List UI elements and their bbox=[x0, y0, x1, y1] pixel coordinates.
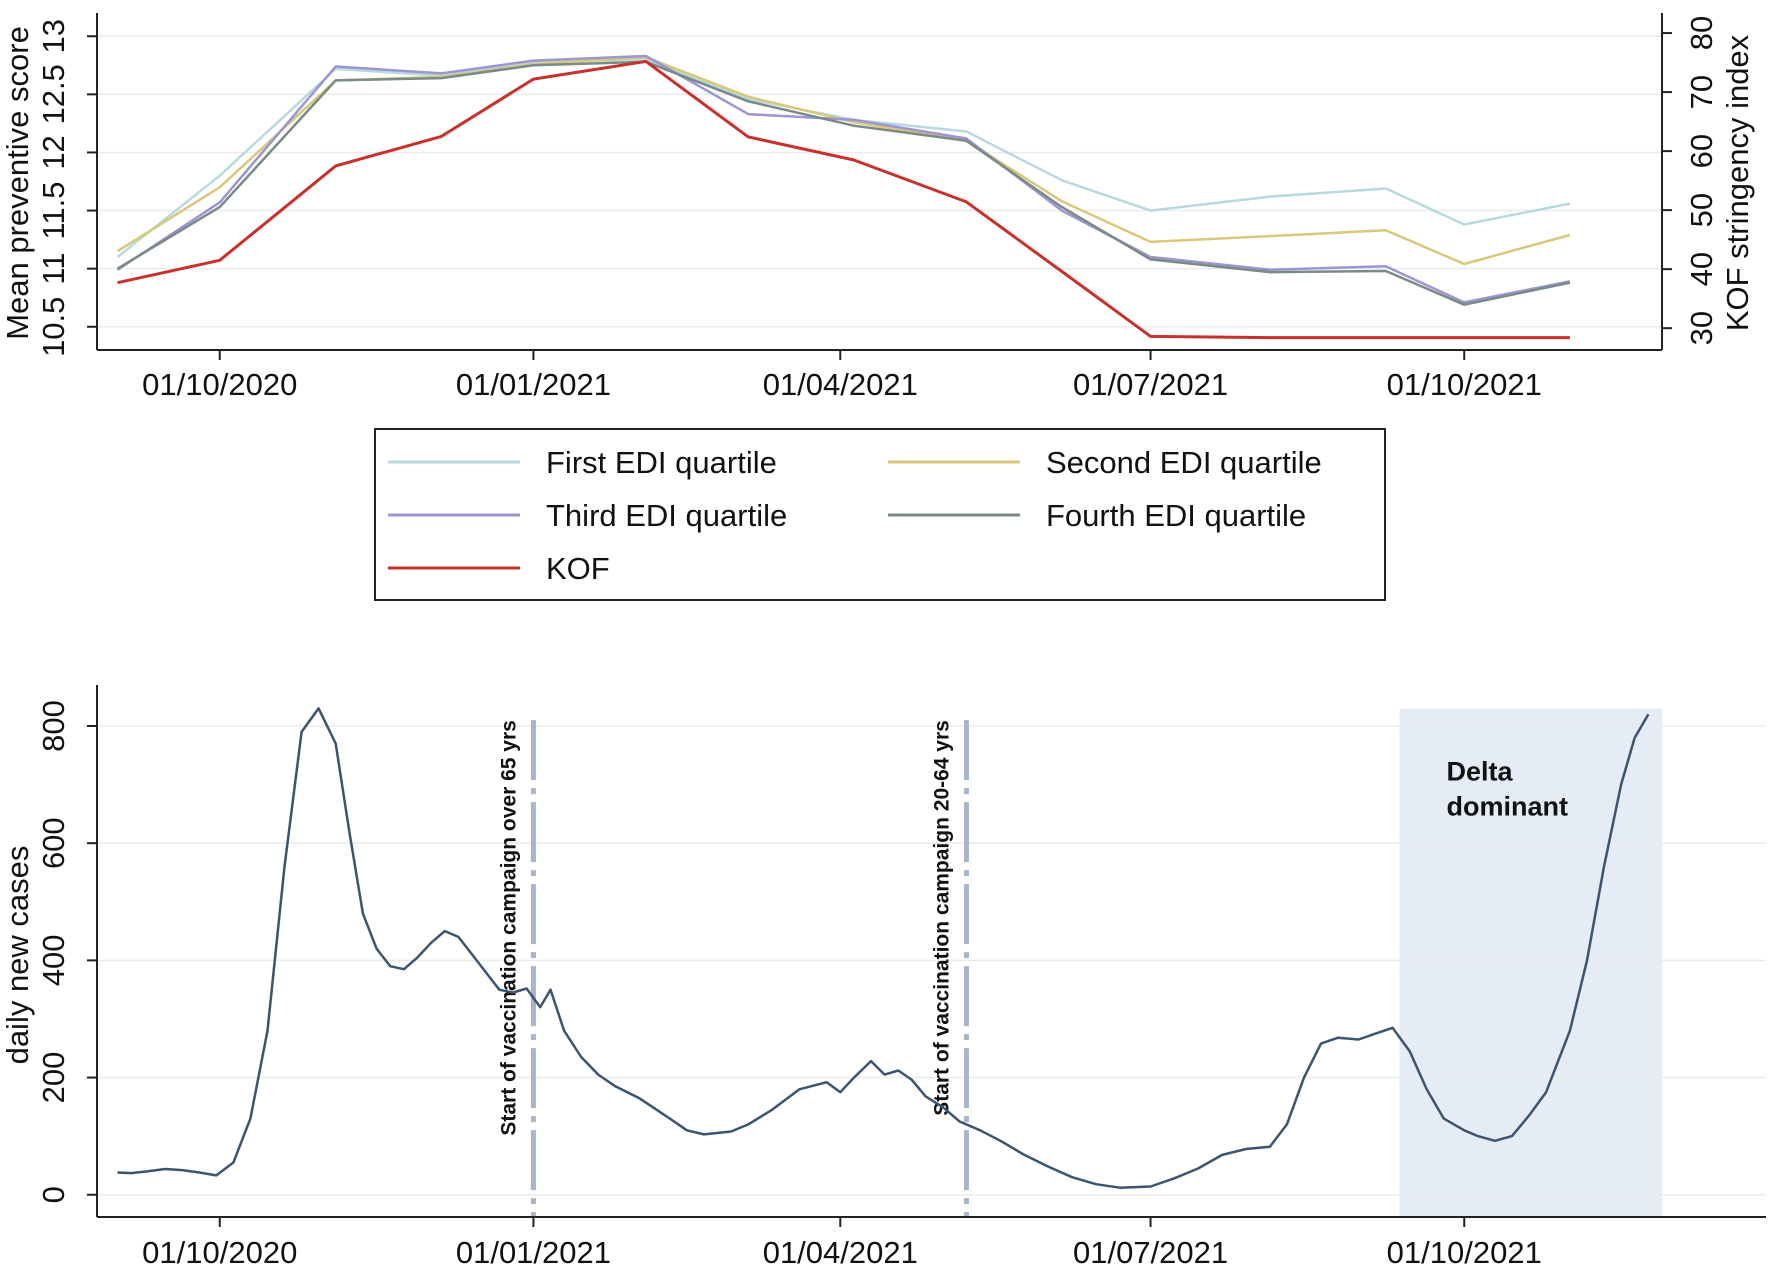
top-right-y-axis-title: KOF stringency index bbox=[1720, 34, 1755, 331]
bottom-x-tick-label: 01/01/2021 bbox=[456, 1235, 611, 1270]
top-axes bbox=[87, 13, 1672, 360]
top-right-y-tick-label: 80 bbox=[1684, 16, 1719, 50]
top-x-tick-label: 01/10/2020 bbox=[142, 367, 297, 402]
top-right-y-tick-label: 60 bbox=[1684, 134, 1719, 168]
bottom-x-tick-label: 01/10/2020 bbox=[142, 1235, 297, 1270]
top-y-axis-title: Mean preventive score bbox=[0, 26, 35, 340]
vaccination-label: Start of vaccination campaign over 65 yr… bbox=[497, 720, 520, 1136]
bottom-series-line bbox=[117, 707, 1650, 1189]
top-right-y-tick-label: 70 bbox=[1684, 75, 1719, 109]
legend-items: First EDI quartile Second EDI quartile Thi… bbox=[388, 445, 1322, 586]
vaccination-label: Start of vaccination campaign 20-64 yrs bbox=[930, 720, 953, 1116]
top-x-tick-label: 01/10/2021 bbox=[1387, 367, 1542, 402]
delta-dominant-region: Delta dominant bbox=[1399, 708, 1662, 1217]
top-x-tick-label: 01/04/2021 bbox=[763, 367, 918, 402]
bottom-gridlines bbox=[97, 725, 1766, 1196]
top-right-y-tick-label: 50 bbox=[1684, 193, 1719, 227]
top-y-tick-label: 12.5 bbox=[36, 64, 71, 124]
bottom-chart: Delta dominant Start of vaccination campa… bbox=[0, 685, 1766, 1270]
series-line-fourth-edi-quartile bbox=[116, 60, 1571, 306]
top-x-tick-label: 01/07/2021 bbox=[1073, 367, 1228, 402]
legend-label-kof: KOF bbox=[546, 551, 610, 586]
legend-label-first-edi-quartile: First EDI quartile bbox=[546, 445, 777, 480]
bottom-y-tick-label: 800 bbox=[36, 700, 71, 752]
legend-frame bbox=[374, 428, 1386, 601]
bottom-x-tick-label: 01/04/2021 bbox=[763, 1235, 918, 1270]
top-y-tick-label: 10.5 bbox=[36, 297, 71, 357]
series-line-kof bbox=[117, 59, 1570, 340]
legend-label-third-edi-quartile: Third EDI quartile bbox=[546, 498, 787, 533]
delta-dominant-label: dominant bbox=[1446, 791, 1568, 821]
bottom-y-tick-label: 400 bbox=[36, 935, 71, 987]
vaccination-markers: Start of vaccination campaign over 65 yr… bbox=[497, 720, 969, 1217]
delta-dominant-label: Delta bbox=[1446, 756, 1513, 786]
legend-label-second-edi-quartile: Second EDI quartile bbox=[1046, 445, 1322, 480]
legend: First EDI quartile Second EDI quartile Thi… bbox=[374, 428, 1386, 601]
series-line-second-edi-quartile bbox=[116, 55, 1571, 266]
top-series-lines bbox=[116, 54, 1571, 340]
bottom-y-tick-label: 600 bbox=[36, 817, 71, 869]
top-gridlines bbox=[97, 35, 1662, 328]
bottom-y-tick-label: 200 bbox=[36, 1052, 71, 1104]
top-chart: 10.5 11 11.5 12 12.5 13 30 40 50 60 70 80 01/10/2020… bbox=[0, 13, 1755, 402]
top-tick-labels: 10.5 11 11.5 12 12.5 13 30 40 50 60 70 80 01/10/2020… bbox=[36, 16, 1719, 402]
bottom-x-tick-label: 01/10/2021 bbox=[1387, 1235, 1542, 1270]
top-y-tick-label: 12 bbox=[36, 135, 71, 169]
daily-cases-line bbox=[117, 707, 1650, 1189]
bottom-axes bbox=[87, 685, 1766, 1227]
top-right-y-tick-label: 30 bbox=[1684, 311, 1719, 345]
top-x-tick-label: 01/01/2021 bbox=[456, 367, 611, 402]
delta-dominant-shade bbox=[1399, 708, 1662, 1217]
legend-label-fourth-edi-quartile: Fourth EDI quartile bbox=[1046, 498, 1306, 533]
series-line-third-edi-quartile bbox=[116, 54, 1571, 304]
top-y-tick-label: 11 bbox=[36, 253, 71, 285]
top-right-y-tick-label: 40 bbox=[1684, 252, 1719, 286]
bottom-tick-labels: 0 200 400 600 800 01/10/2020 01/01/2021 01/04/2… bbox=[36, 700, 1542, 1270]
top-y-tick-label: 13 bbox=[36, 19, 71, 53]
bottom-x-tick-label: 01/07/2021 bbox=[1073, 1235, 1228, 1270]
top-y-tick-label: 11.5 bbox=[36, 182, 71, 240]
bottom-y-tick-label: 0 bbox=[36, 1186, 71, 1203]
bottom-y-axis-title: daily new cases bbox=[0, 846, 35, 1065]
